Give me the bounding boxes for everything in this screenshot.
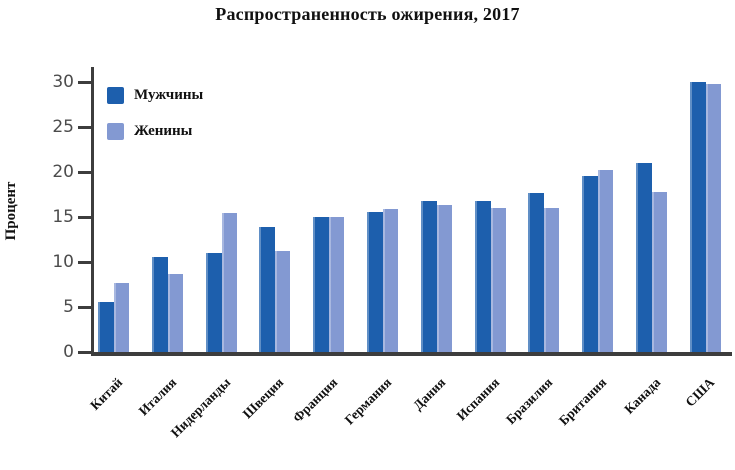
bar-women-8 (491, 208, 506, 352)
bar-men-3 (206, 253, 222, 352)
y-axis-line (91, 67, 94, 356)
bar-women-4 (275, 251, 290, 352)
bar-men-2 (152, 257, 168, 352)
y-tick-mark (78, 81, 92, 84)
legend: Мужчины Женины (107, 86, 203, 158)
y-tick-label: 0 (63, 342, 74, 362)
bar-men-9 (528, 193, 544, 352)
legend-swatch-women-icon (107, 122, 124, 140)
bar-men-11 (636, 163, 652, 352)
bar-men-4 (259, 227, 275, 352)
bar-women-5 (329, 217, 344, 352)
bar-men-5 (313, 217, 329, 352)
x-axis-line (91, 352, 732, 356)
legend-item-women: Женины (107, 122, 203, 140)
bar-men-8 (475, 201, 491, 352)
bar-men-6 (367, 212, 383, 352)
y-tick-label: 15 (52, 207, 74, 227)
bar-women-6 (383, 209, 398, 352)
y-tick-mark (78, 306, 92, 309)
bar-women-1 (114, 283, 129, 352)
y-tick-label: 20 (52, 162, 74, 182)
legend-label-women: Женины (134, 122, 193, 139)
bar-women-9 (544, 208, 559, 352)
legend-label-men: Мужчины (134, 86, 204, 103)
chart-title: Распространенность ожирения, 2017 (215, 4, 520, 24)
bar-women-3 (222, 213, 237, 352)
legend-swatch-men-icon (107, 86, 124, 104)
bar-men-1 (98, 302, 114, 352)
y-tick-mark (78, 216, 92, 219)
y-tick-label: 25 (52, 117, 74, 137)
y-tick-mark (78, 171, 92, 174)
y-tick-mark (78, 126, 92, 129)
bar-women-11 (652, 192, 667, 352)
y-tick-label: 30 (52, 72, 74, 92)
legend-item-men: Мужчины (107, 86, 203, 104)
y-tick-mark (78, 261, 92, 264)
y-tick-label: 10 (52, 252, 74, 272)
bar-women-2 (168, 274, 183, 352)
bar-women-7 (437, 205, 452, 352)
y-tick-label: 5 (63, 297, 74, 317)
bar-men-12 (690, 82, 706, 352)
bar-women-12 (706, 84, 721, 352)
y-axis-label: Процент (3, 181, 19, 241)
bar-women-10 (598, 170, 613, 352)
bar-men-7 (421, 201, 437, 352)
y-tick-mark (78, 351, 92, 354)
bar-men-10 (582, 176, 598, 352)
